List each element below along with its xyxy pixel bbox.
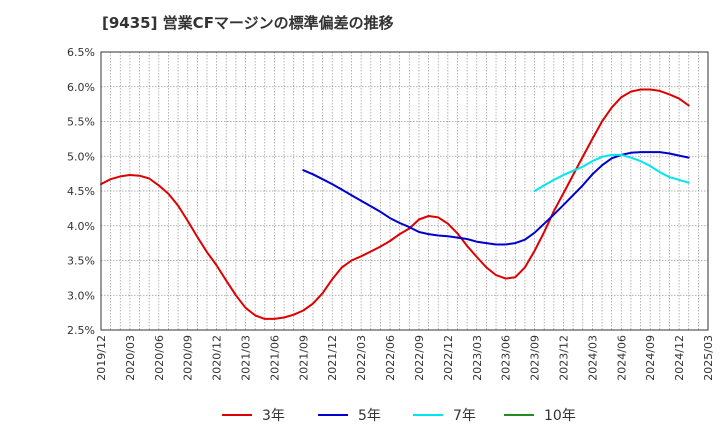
x-tick-label: 2024/09 xyxy=(644,335,657,381)
x-tick-label: 2024/06 xyxy=(615,335,628,381)
legend-item: 3年 xyxy=(222,404,285,426)
y-tick-label: 4.5% xyxy=(67,185,95,198)
y-tick-label: 5.5% xyxy=(67,116,95,129)
x-tick-label: 2023/09 xyxy=(529,335,542,381)
y-tick-label: 4.0% xyxy=(67,220,95,233)
legend-label: 5年 xyxy=(358,408,381,424)
y-tick-label: 3.5% xyxy=(67,255,95,268)
y-tick-label: 6.5% xyxy=(67,46,95,59)
legend-label: 10年 xyxy=(544,408,576,424)
x-tick-label: 2020/03 xyxy=(124,335,137,381)
legend-swatch xyxy=(222,414,252,416)
series-line-3年 xyxy=(100,88,690,320)
legend-swatch xyxy=(504,414,534,416)
x-tick-label: 2021/06 xyxy=(268,335,281,381)
x-tick-label: 2022/06 xyxy=(384,335,397,381)
legend-swatch xyxy=(318,414,348,416)
legend-label: 7年 xyxy=(453,408,476,424)
x-tick-label: 2020/09 xyxy=(182,335,195,381)
x-tick-label: 2022/12 xyxy=(442,335,455,381)
chart-title: [9435] 営業CFマージンの標準偏差の推移 xyxy=(102,14,394,32)
y-tick-label: 6.0% xyxy=(67,81,95,94)
x-tick-label: 2024/12 xyxy=(673,335,686,381)
x-tick-label: 2021/03 xyxy=(240,335,253,381)
x-tick-label: 2025/03 xyxy=(702,335,715,381)
x-tick-label: 2019/12 xyxy=(95,335,108,381)
legend-item: 10年 xyxy=(504,404,576,426)
x-tick-label: 2023/12 xyxy=(557,335,570,381)
legend-item: 7年 xyxy=(413,404,476,426)
y-tick-label: 3.0% xyxy=(67,289,95,302)
x-tick-label: 2020/06 xyxy=(153,335,166,381)
x-tick-label: 2023/06 xyxy=(500,335,513,381)
x-tick-label: 2021/12 xyxy=(326,335,339,381)
series-layer xyxy=(100,88,690,320)
line-chart: 2.5% 3.0% 3.5% 4.0% 4.5% 5.0% 5.5% 6.0% 6.5% 201… xyxy=(67,46,715,381)
y-axis-tick-labels: 2.5% 3.0% 3.5% 4.0% 4.5% 5.0% 5.5% 6.0% 6.5% xyxy=(67,46,95,337)
x-tick-label: 2022/09 xyxy=(413,335,426,381)
x-tick-label: 2023/03 xyxy=(471,335,484,381)
y-tick-label: 2.5% xyxy=(67,324,95,337)
x-tick-label: 2024/03 xyxy=(586,335,599,381)
x-tick-label: 2021/09 xyxy=(297,335,310,381)
y-tick-label: 5.0% xyxy=(67,150,95,163)
legend-swatch xyxy=(413,414,443,416)
chart-legend: 3年 5年 7年 10年 xyxy=(0,404,720,428)
x-axis-tick-labels: 2019/12 2020/03 2020/06 2020/09 2020/12 2021/… xyxy=(95,335,715,381)
plot-frame xyxy=(100,51,709,331)
legend-label: 3年 xyxy=(262,408,285,424)
series-line-7年 xyxy=(533,153,690,192)
series-line-5年 xyxy=(302,151,690,246)
legend-item: 5年 xyxy=(318,404,381,426)
x-tick-label: 2020/12 xyxy=(211,335,224,381)
horizontal-gridlines xyxy=(101,86,708,296)
x-tick-label: 2022/03 xyxy=(355,335,368,381)
